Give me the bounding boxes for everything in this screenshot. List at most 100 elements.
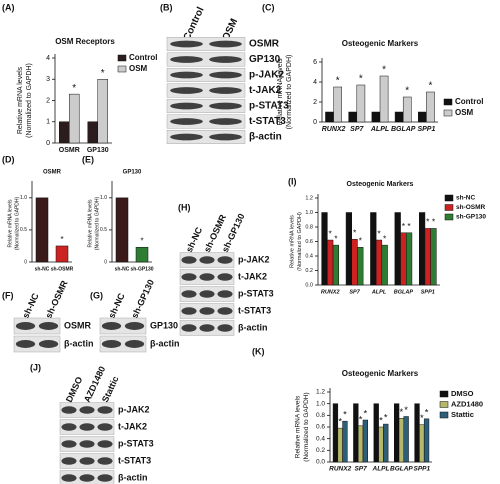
y-tick-label: 0.4 — [316, 435, 325, 442]
band-label: GP130 — [249, 54, 281, 65]
significance-mark: * — [383, 233, 387, 243]
blot-band — [97, 423, 113, 431]
lane-label: sh-GP130 — [129, 278, 156, 320]
x-tick-label: SP7 — [349, 289, 360, 295]
panel-label: (F) — [2, 290, 14, 300]
blot-band — [199, 290, 215, 298]
bar — [375, 239, 383, 286]
bar — [394, 212, 401, 286]
blot-band — [181, 307, 197, 315]
legend-label: OSM — [129, 64, 148, 73]
significance-mark: * — [329, 228, 333, 238]
bar — [327, 239, 334, 286]
y-tick-label: 6 — [313, 59, 317, 66]
panel-label: (J) — [30, 362, 41, 372]
bar — [356, 84, 366, 123]
bar — [35, 197, 49, 263]
band-label: t-JAK2 — [249, 85, 282, 96]
y-tick-label: 0.8 — [316, 412, 325, 419]
band-label: p-JAK2 — [118, 404, 150, 414]
bar — [414, 403, 420, 463]
y-tick-label: 0.5 — [20, 227, 27, 233]
band-label: β-actin — [238, 322, 268, 332]
blot-band — [61, 423, 77, 431]
y-tick-label: 0.8 — [305, 224, 313, 230]
blot-band — [181, 324, 197, 332]
bar — [345, 212, 353, 286]
band-label: β-actin — [150, 338, 180, 348]
blot-band — [170, 87, 203, 94]
band-label: p-JAK2 — [249, 70, 284, 81]
lane-label: sh-NC — [106, 291, 126, 320]
legend-label: sh-OSMR — [456, 204, 486, 211]
bar — [400, 232, 407, 286]
bar — [371, 111, 381, 123]
legend-label: Control — [455, 97, 483, 106]
band-label: t-STAT3 — [238, 305, 271, 315]
blot-band — [217, 324, 233, 332]
legend-swatch — [439, 390, 449, 398]
blot-band — [101, 340, 122, 348]
bar — [337, 427, 343, 463]
blot-strip — [99, 317, 147, 335]
significance-mark: * — [400, 407, 404, 418]
blot-band — [170, 40, 203, 48]
blot-band — [38, 340, 59, 348]
y-tick-label: 1 — [46, 119, 50, 126]
blot-band — [199, 256, 215, 264]
panel-label: (G) — [90, 290, 103, 300]
x-tick-label: sh-NC — [115, 266, 130, 272]
blot-band — [79, 423, 95, 431]
x-tick-label: ALPL — [371, 289, 387, 295]
significance-mark: * — [338, 417, 342, 428]
blot-band — [15, 340, 36, 348]
y-tick-label: 0.6 — [316, 424, 325, 431]
bar — [402, 96, 412, 123]
blot-band — [79, 457, 95, 465]
blot-band — [199, 307, 215, 315]
significance-mark: * — [402, 221, 406, 231]
x-tick-label: BGLAP — [391, 126, 416, 133]
significance-mark: * — [426, 217, 430, 227]
blot-strip — [13, 335, 61, 353]
bar — [351, 239, 358, 286]
significance-mark: * — [429, 81, 433, 92]
legend-swatch — [117, 54, 127, 62]
y-axis-label: Relative mRNA levels — [277, 58, 284, 126]
y-tick-label: 0.2 — [305, 268, 313, 274]
significance-mark: * — [364, 409, 368, 420]
bar — [135, 246, 149, 263]
x-tick-label: BGLAP — [394, 289, 414, 295]
blot-band — [209, 102, 242, 110]
blot-band — [217, 290, 233, 298]
significance-mark: * — [425, 407, 429, 418]
significance-mark: * — [72, 83, 76, 94]
significance-mark: * — [407, 221, 411, 231]
blot-band — [170, 102, 203, 110]
significance-mark: * — [353, 228, 357, 238]
y-axis-label: Relative mRNA levels — [7, 199, 13, 248]
y-axis-label: (Normalized to GAPDH) — [14, 197, 20, 251]
bar — [342, 420, 348, 463]
bar — [373, 403, 379, 463]
legend-swatch — [444, 213, 454, 221]
band-label: GP130 — [150, 320, 178, 330]
panel-label: (E) — [82, 154, 94, 164]
blot-band — [79, 440, 95, 448]
x-tick-label: sh-NC — [35, 266, 50, 272]
y-tick-label: 1.0 — [316, 400, 325, 407]
legend-swatch — [439, 401, 449, 408]
y-tick-label: 0.6 — [305, 239, 313, 245]
blot-band — [61, 474, 77, 482]
panel-label: (K) — [252, 346, 265, 356]
x-tick-label: RUNX2 — [329, 466, 351, 473]
blot-band — [97, 440, 113, 448]
blot-band — [97, 474, 113, 482]
bar — [87, 121, 99, 144]
y-axis-label: Relative mRNA levels — [17, 66, 24, 134]
panel-label: (C) — [262, 2, 275, 12]
y-tick-label: 0 — [24, 259, 27, 265]
y-axis-label: Relative mRNA levels — [295, 395, 302, 458]
significance-mark: * — [336, 76, 340, 87]
blot-band — [101, 322, 122, 330]
